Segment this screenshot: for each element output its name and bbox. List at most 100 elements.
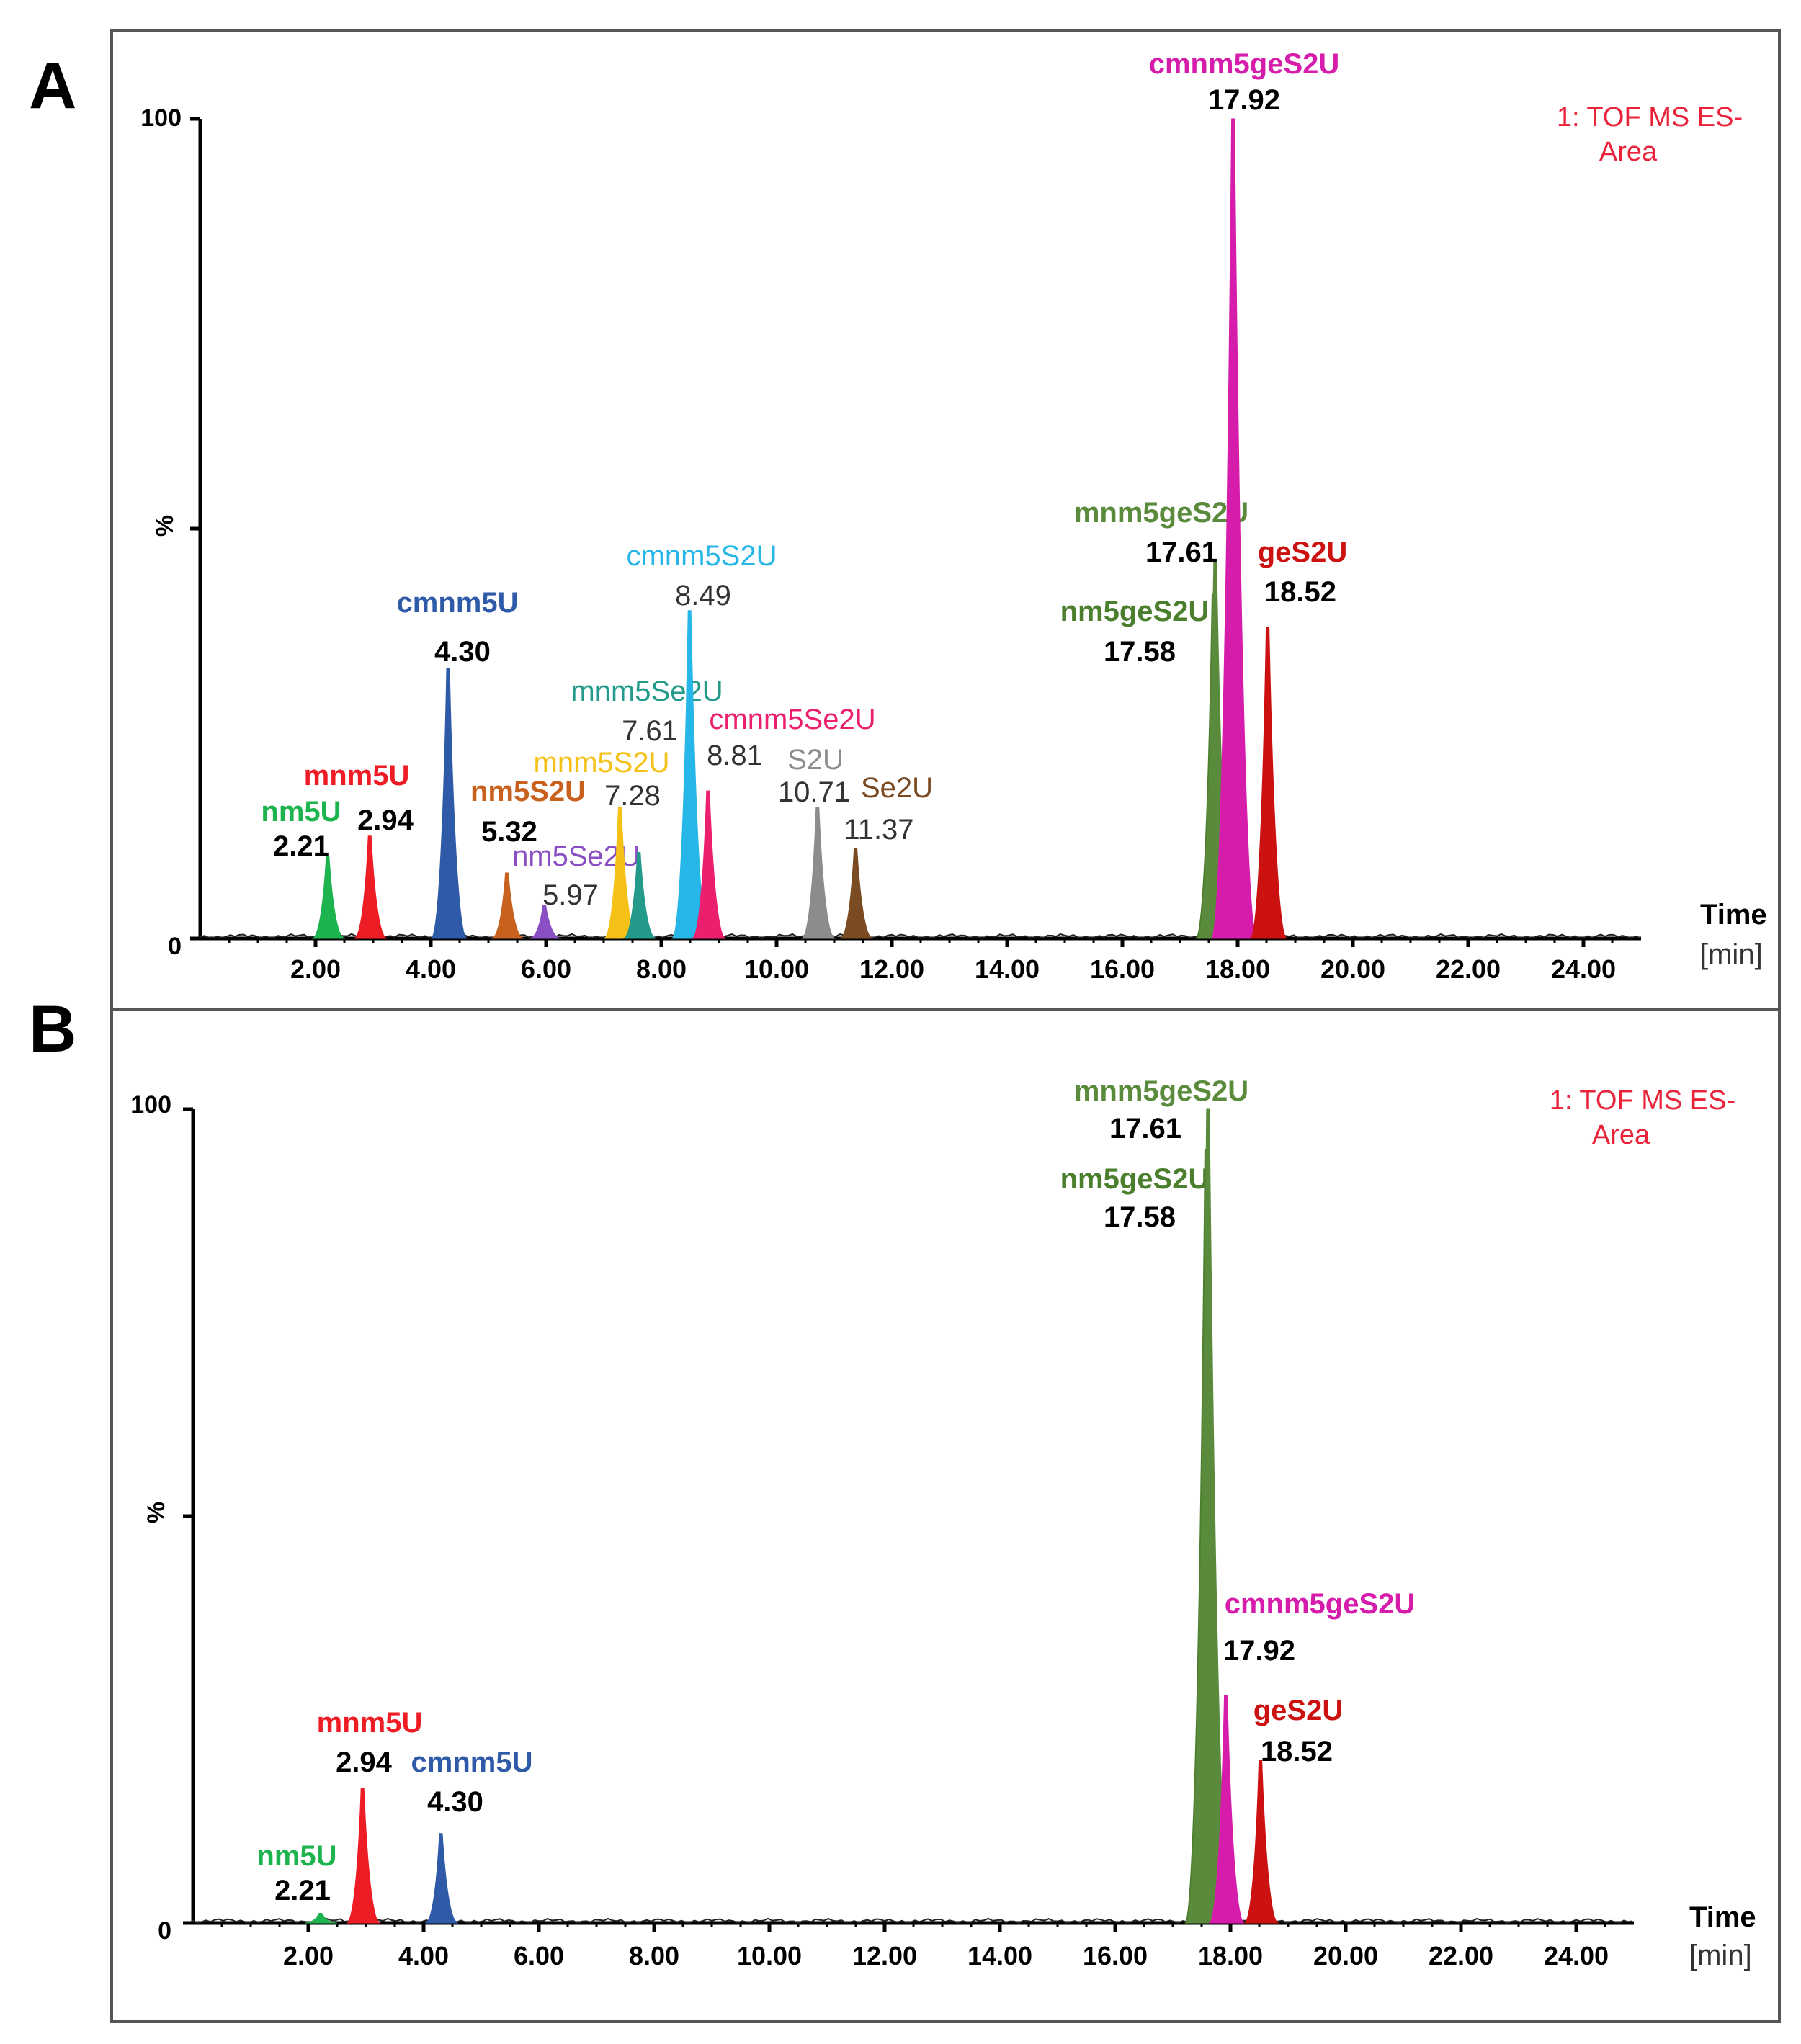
peak-cmnm5U (430, 667, 468, 939)
peak-rt-label: 5.32 (481, 816, 537, 848)
peak-rt-label: 17.92 (1223, 1635, 1295, 1667)
peak-name-label: nm5U (261, 796, 341, 828)
peak-nm5U (305, 1912, 338, 1924)
x-tick-label: 8.00 (629, 1941, 679, 1971)
panel-b-frame (110, 1008, 1781, 2023)
peak-name-label: cmnm5geS2U (1149, 48, 1340, 80)
detector-line2: Area (1592, 1120, 1650, 1150)
detector-line2: Area (1599, 137, 1658, 167)
y-axis-label: % (143, 1502, 170, 1523)
peak-name-label: S2U (787, 744, 844, 776)
peak-name-label: mnm5geS2U (1074, 1075, 1248, 1107)
y-min-label: 0 (158, 1917, 171, 1945)
peak-rt-label: 8.81 (707, 740, 763, 771)
peak-name-label: mnm5S2U (534, 747, 670, 779)
x-tick-label: 2.00 (283, 1941, 334, 1971)
peak-name-label: nm5geS2U (1060, 596, 1210, 627)
x-tick-label: 8.00 (636, 954, 687, 984)
y-axis-label: % (151, 515, 179, 537)
peak-name-label: cmnm5Se2U (709, 704, 875, 735)
peak-name-label: mnm5Se2U (571, 676, 723, 707)
x-axis-unit: [min] (1689, 1940, 1752, 1971)
x-tick-label: 2.00 (290, 954, 341, 984)
peak-rt-label: 2.21 (273, 830, 329, 862)
peak-rt-label: 17.58 (1104, 636, 1176, 668)
detector-line1: 1: TOF MS ES- (1557, 102, 1743, 133)
peak-mnm5U (353, 835, 388, 939)
peak-name-label: mnm5U (317, 1707, 423, 1739)
peak-geS2U (1243, 1760, 1279, 1924)
peak-rt-label: 5.97 (542, 879, 599, 911)
peak-name-label: nm5U (256, 1840, 336, 1872)
peak-name-label: cmnm5U (397, 587, 519, 619)
x-tick-label: 16.00 (1083, 1941, 1148, 1971)
peak-nm5Se2U (529, 905, 562, 939)
panel-b: B 1: TOF MS ES- Area 100 0% 2.00 4.00 6.00 8.00 1… (29, 992, 1756, 1971)
x-tick-label: 20.00 (1320, 954, 1385, 984)
peak-cmnm5U (424, 1833, 459, 1924)
peak-name-label: nm5S2U (470, 776, 586, 807)
peak-name-label: cmnm5S2U (627, 540, 777, 572)
x-tick-label: 22.00 (1429, 1941, 1493, 1971)
peak-cmnm5geS2U (1210, 118, 1258, 939)
x-tick-label: 10.00 (744, 954, 809, 984)
peak-name-label: geS2U (1258, 537, 1348, 568)
panel-label: A (29, 49, 76, 122)
peak-rt-label: 2.94 (357, 804, 414, 836)
x-tick-label: 4.00 (406, 954, 456, 984)
peak-rt-label: 7.61 (622, 715, 678, 747)
peak-rt-label: 2.21 (274, 1875, 331, 1906)
peak-rt-label: 2.94 (336, 1747, 393, 1778)
x-tick-label: 22.00 (1436, 954, 1501, 984)
peak-cmnm5geS2U (1208, 1695, 1245, 1924)
peak-name-label: mnm5geS2U (1074, 497, 1248, 529)
panel-a: A 1: TOF MS ES- Area 100 0% 2.00 4.00 6.00 8.00 1… (29, 48, 1767, 984)
x-tick-label: 6.00 (514, 1941, 564, 1971)
x-tick-label: 14.00 (967, 1941, 1032, 1971)
peak-rt-label: 18.52 (1264, 576, 1336, 608)
peak-mnm5U (346, 1788, 381, 1924)
detector-line1: 1: TOF MS ES- (1550, 1085, 1735, 1116)
x-tick-label: 24.00 (1551, 954, 1616, 984)
x-tick-label: 18.00 (1198, 1941, 1263, 1971)
x-tick-label: 4.00 (398, 1941, 449, 1971)
y-max-label: 100 (140, 104, 182, 132)
x-axis-title: Time (1700, 899, 1767, 931)
peak-S2U (801, 807, 836, 939)
x-axis-title: Time (1689, 1901, 1756, 1933)
peak-rt-label: 4.30 (427, 1786, 483, 1818)
y-max-label: 100 (130, 1091, 171, 1119)
peak-cmnm5Se2U (691, 790, 727, 939)
x-tick-label: 6.00 (521, 954, 571, 984)
peak-mnm5Se2U (622, 852, 657, 939)
peak-Se2U (839, 848, 874, 939)
peak-name-label: mnm5U (304, 760, 410, 792)
peak-rt-label: 4.30 (434, 636, 491, 668)
peak-rt-label: 17.58 (1104, 1201, 1176, 1233)
peak-name-label: cmnm5U (411, 1747, 533, 1778)
peak-geS2U (1249, 627, 1288, 939)
peak-nm5S2U (491, 872, 524, 939)
peak-name-label: nm5geS2U (1060, 1163, 1210, 1195)
peak-name-label: Se2U (861, 772, 933, 804)
peak-rt-label: 17.61 (1109, 1113, 1181, 1144)
peak-rt-label: 7.28 (604, 780, 661, 812)
y-min-label: 0 (168, 933, 182, 960)
x-axis-unit: [min] (1700, 938, 1763, 970)
x-tick-label: 16.00 (1090, 954, 1155, 984)
peak-rt-label: 18.52 (1261, 1736, 1333, 1767)
x-tick-label: 24.00 (1544, 1941, 1609, 1971)
x-tick-label: 14.00 (975, 954, 1040, 984)
panel-label: B (29, 992, 76, 1066)
panel-a-frame (110, 29, 1781, 1011)
peak-nm5U (311, 856, 346, 939)
peak-rt-label: 10.71 (778, 776, 850, 808)
x-tick-label: 20.00 (1313, 1941, 1378, 1971)
peak-rt-label: 17.92 (1208, 84, 1280, 116)
x-tick-label: 18.00 (1205, 954, 1270, 984)
peak-rt-label: 11.37 (844, 814, 913, 846)
x-tick-label: 12.00 (852, 1941, 917, 1971)
x-tick-label: 10.00 (737, 1941, 802, 1971)
peak-name-label: cmnm5geS2U (1225, 1588, 1416, 1620)
